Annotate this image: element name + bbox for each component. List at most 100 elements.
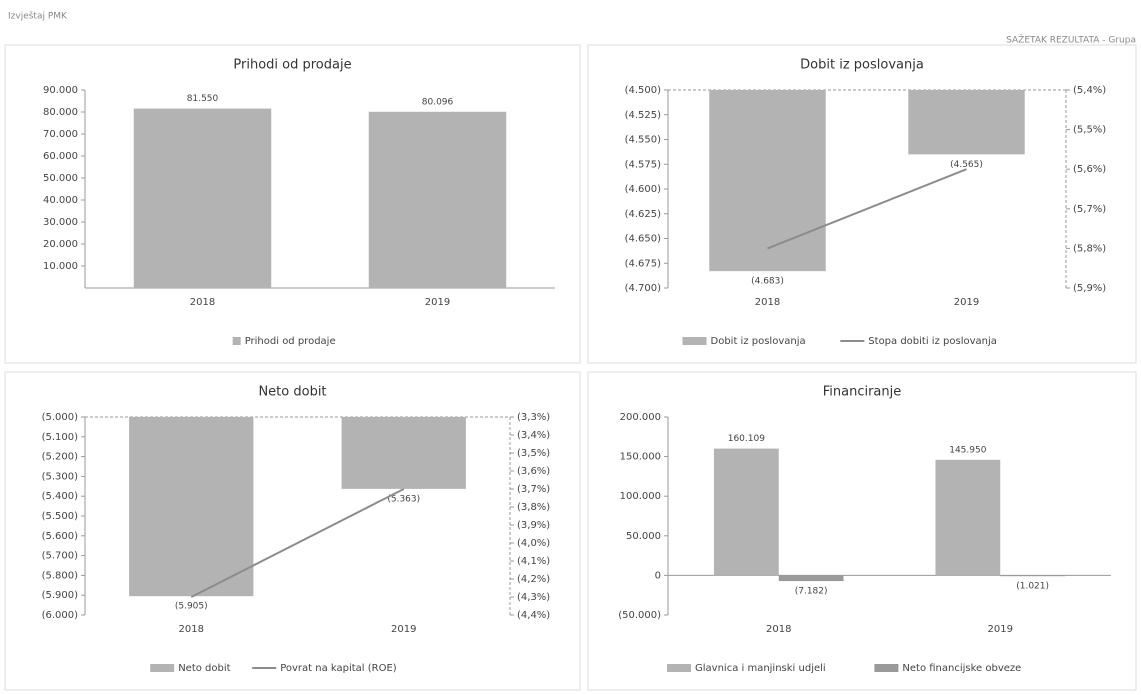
- legend-label: Neto dobit: [178, 663, 230, 674]
- legend-label: Glavnica i manjinski udjeli: [695, 663, 826, 674]
- panel: [587, 44, 1137, 364]
- x-tick-label: 2018: [766, 624, 791, 635]
- y2-tick-label: (5,4%): [1073, 85, 1106, 96]
- y-tick-label: (5.800): [42, 570, 79, 581]
- y-tick-label: (5.100): [42, 432, 79, 443]
- y-tick-label: 30.000: [43, 217, 78, 228]
- y-tick-label: 0: [655, 570, 661, 581]
- x-tick-label: 2018: [190, 297, 215, 308]
- panel: [4, 44, 581, 364]
- y2-tick-label: (3,5%): [517, 448, 550, 459]
- y-tick-label: 200.000: [620, 412, 661, 423]
- y-tick-label: (6.000): [42, 610, 79, 621]
- y-tick-label: (5.000): [42, 412, 79, 423]
- x-tick-label: 2018: [755, 297, 780, 308]
- data-label: 145.950: [949, 445, 986, 455]
- y-tick-label: (4.500): [625, 85, 662, 96]
- legend-label: Prihodi od prodaje: [245, 336, 336, 347]
- bar: [935, 459, 1001, 576]
- y-tick-label: (4.675): [625, 258, 662, 269]
- bar: [368, 111, 507, 288]
- y-tick-label: 50.000: [626, 531, 661, 542]
- bar: [1000, 575, 1066, 577]
- bar: [713, 448, 779, 576]
- y-tick-label: 60.000: [43, 151, 78, 162]
- y-tick-label: (5.300): [42, 471, 79, 482]
- y-tick-label: (5.200): [42, 452, 79, 463]
- y-tick-label: (5.700): [42, 551, 79, 562]
- y-tick-label: 10.000: [43, 261, 78, 272]
- y-tick-label: (4.525): [625, 110, 662, 121]
- chart-title: Neto dobit: [258, 385, 326, 400]
- y-tick-label: (4.575): [625, 159, 662, 170]
- y2-tick-label: (3,4%): [517, 430, 550, 441]
- y-tick-label: 150.000: [620, 452, 661, 463]
- y2-tick-label: (3,9%): [517, 520, 550, 531]
- bar: [709, 90, 826, 272]
- data-label: (1.021): [1016, 582, 1049, 592]
- legend-swatch: [150, 664, 175, 672]
- y-tick-label: (4.550): [625, 135, 662, 146]
- y2-tick-label: (5,9%): [1073, 283, 1106, 294]
- data-label: (4.683): [751, 277, 784, 287]
- header-right: SAŽETAK REZULTATA - Grupa: [1006, 34, 1136, 46]
- y2-tick-label: (3,6%): [517, 466, 550, 477]
- line-series: [767, 168, 967, 250]
- y2-tick-label: (5,7%): [1073, 204, 1106, 215]
- bar: [341, 417, 466, 489]
- data-label: (5.363): [387, 494, 420, 504]
- legend-swatch: [667, 664, 691, 672]
- y-tick-label: (4.600): [625, 184, 662, 195]
- y2-tick-label: (5,8%): [1073, 243, 1106, 254]
- legend-swatch: [232, 337, 241, 345]
- data-label: 80.096: [422, 97, 454, 107]
- y2-tick-label: (4,2%): [517, 574, 550, 585]
- y-tick-label: (5.500): [42, 511, 79, 522]
- y-tick-label: (5.600): [42, 531, 79, 542]
- data-label: 81.550: [187, 94, 219, 104]
- y-tick-label: (4.625): [625, 209, 662, 220]
- bar: [133, 108, 272, 288]
- y-tick-label: (50.000): [618, 610, 661, 621]
- legend-label: Stopa dobiti iz poslovanja: [868, 336, 997, 347]
- y-tick-label: (5.900): [42, 590, 79, 601]
- chart-title: Prihodi od prodaje: [233, 58, 351, 73]
- y-tick-label: 40.000: [43, 195, 78, 206]
- data-label: (5.905): [175, 602, 208, 612]
- chart-title: Financiranje: [823, 385, 902, 400]
- bar: [778, 575, 844, 582]
- chart-title: Dobit iz poslovanja: [800, 58, 924, 73]
- data-label: (7.182): [795, 587, 828, 597]
- bar: [129, 417, 254, 597]
- y2-tick-label: (4,4%): [517, 610, 550, 621]
- y2-tick-label: (3,3%): [517, 412, 550, 423]
- y-tick-label: 100.000: [620, 491, 661, 502]
- y-tick-label: 70.000: [43, 129, 78, 140]
- x-tick-label: 2019: [954, 297, 979, 308]
- x-tick-label: 2018: [179, 624, 204, 635]
- y-tick-label: 90.000: [43, 85, 78, 96]
- line-series: [190, 488, 405, 598]
- header-left: Izvještaj PMK: [8, 11, 68, 22]
- panel: [4, 371, 581, 691]
- y2-tick-label: (4,3%): [517, 592, 550, 603]
- y2-tick-label: (4,1%): [517, 556, 550, 567]
- legend-label: Dobit iz poslovanja: [711, 336, 806, 347]
- data-label: 160.109: [728, 434, 765, 444]
- y2-tick-label: (3,8%): [517, 502, 550, 513]
- y-tick-label: 50.000: [43, 173, 78, 184]
- x-tick-label: 2019: [391, 624, 416, 635]
- legend-label: Povrat na kapital (ROE): [280, 663, 397, 674]
- legend-swatch: [874, 664, 899, 672]
- y2-tick-label: (5,5%): [1073, 125, 1106, 136]
- x-tick-label: 2019: [988, 624, 1013, 635]
- y-tick-label: (5.400): [42, 491, 79, 502]
- data-label: (4.565): [950, 160, 983, 170]
- y2-tick-label: (4,0%): [517, 538, 550, 549]
- bar: [908, 90, 1025, 155]
- panel: [587, 371, 1137, 691]
- y-tick-label: (4.650): [625, 234, 662, 245]
- y-tick-label: (4.700): [625, 283, 662, 294]
- y-tick-label: 80.000: [43, 107, 78, 118]
